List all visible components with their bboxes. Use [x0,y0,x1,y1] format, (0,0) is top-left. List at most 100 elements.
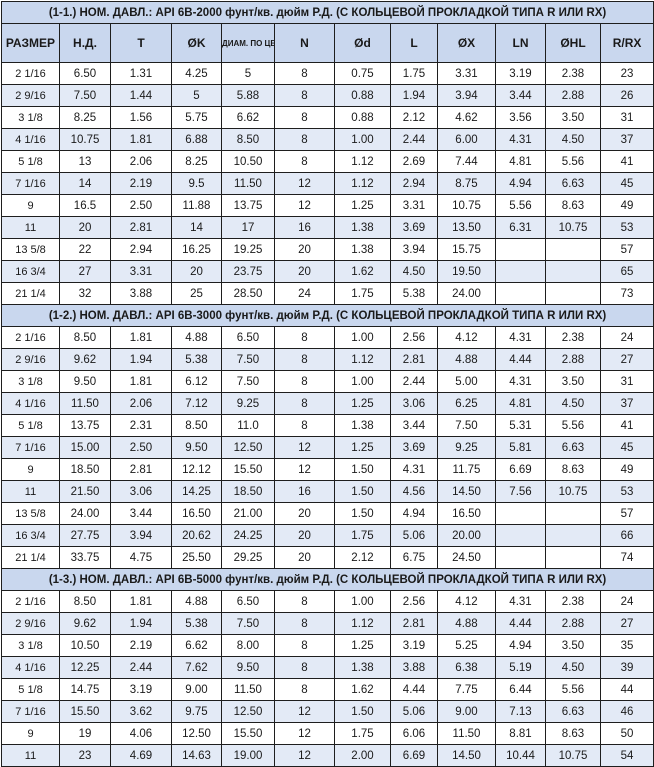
cell-l: 2.81 [390,348,438,371]
cell-ln: 8.81 [495,722,546,745]
cell-od: 1.50 [334,458,391,481]
cell-ohl: 2.88 [545,84,601,107]
cell-l: 4.56 [390,480,438,503]
cell-nominal-diameter: 11.50 [59,392,111,415]
cell-bolt-circle-diameter: 5 [221,62,275,85]
cell-size: 9 [1,458,60,481]
cell-nominal-diameter: 27.75 [59,524,111,547]
cell-bolt-circle-diameter: 12.50 [221,436,275,459]
table-row: 21 1/4 33.75 4.75 25.50 29.25 20 2.12 6.75 24.50… [1,546,654,569]
cell-od: 1.75 [334,282,391,305]
cell-nominal-diameter: 8.50 [59,590,111,613]
cell-n: 12 [274,700,335,723]
column-header-ok-diameter: ØK [171,23,222,63]
cell-bolt-circle-diameter: 7.50 [221,370,275,393]
cell-ox: 11.50 [437,722,496,745]
cell-ring-number: 27 [599,348,654,371]
cell-size: 3 1/8 [1,106,60,129]
cell-t: 2.44 [110,656,172,679]
cell-l: 4.50 [390,260,438,283]
cell-ox: 4.88 [437,612,496,635]
cell-bolt-circle-diameter: 6.62 [221,106,275,129]
cell-size: 2 1/16 [1,326,60,349]
cell-size: 16 3/4 [1,524,60,547]
table-row: 4 1/16 10.75 1.81 6.88 8.50 8 1.00 2.44 6.00 4.31… [1,128,654,151]
cell-l: 5.38 [390,282,438,305]
cell-nominal-diameter: 16.5 [59,194,111,217]
cell-od: 1.75 [334,722,391,745]
cell-t: 1.81 [110,590,172,613]
section-title-row: (1-3.) НОМ. ДАВЛ.: API 6B-5000 фунт/кв. … [0,568,654,591]
cell-nominal-diameter: 6.50 [59,62,111,85]
cell-n: 16 [274,480,335,503]
cell-n: 8 [274,150,335,173]
cell-ok-diameter: 6.12 [171,370,222,393]
table-row: 11 20 2.81 14 17 16 1.38 3.69 13.50 6.31 10.75 53 [1,216,654,239]
cell-nominal-diameter: 7.50 [59,84,111,107]
cell-ring-number: 57 [599,502,654,525]
cell-od: 0.88 [334,106,391,129]
cell-ox: 3.31 [437,62,496,85]
cell-l: 3.44 [390,414,438,437]
cell-ln: 6.69 [495,458,546,481]
cell-ln [495,238,546,261]
cell-bolt-circle-diameter: 6.50 [221,326,275,349]
table-row: 16 3/4 27.75 3.94 20.62 24.25 20 1.75 5.06 20.00… [1,524,654,547]
cell-l: 5.06 [390,524,438,547]
cell-ox: 7.44 [437,150,496,173]
cell-ln: 5.19 [495,656,546,679]
cell-n: 8 [274,128,335,151]
cell-ohl: 5.56 [545,150,601,173]
cell-t: 2.81 [110,216,172,239]
cell-ohl [545,502,601,525]
cell-ok-diameter: 14.63 [171,744,222,767]
cell-l: 2.44 [390,128,438,151]
cell-ohl: 4.50 [545,128,601,151]
cell-ok-diameter: 5.38 [171,348,222,371]
section-title: (1-2.) НОМ. ДАВЛ.: API 6B-3000 фунт/кв. … [0,304,654,327]
cell-ok-diameter: 5.38 [171,612,222,635]
cell-ok-diameter: 9.00 [171,678,222,701]
cell-n: 12 [274,744,335,767]
cell-ok-diameter: 25 [171,282,222,305]
cell-od: 1.12 [334,612,391,635]
cell-ring-number: 37 [599,128,654,151]
cell-size: 4 1/16 [1,656,60,679]
cell-ox: 4.62 [437,106,496,129]
cell-ohl: 3.50 [545,370,601,393]
cell-ohl: 2.38 [545,326,601,349]
cell-ohl: 6.63 [545,172,601,195]
cell-ring-number: 37 [599,392,654,415]
cell-size: 7 1/16 [1,700,60,723]
table-row: 4 1/16 11.50 2.06 7.12 9.25 8 1.25 3.06 6.25 4.81… [1,392,654,415]
cell-ohl [545,238,601,261]
cell-bolt-circle-diameter: 9.25 [221,392,275,415]
cell-ohl: 2.88 [545,612,601,635]
table-row: 5 1/8 13 2.06 8.25 10.50 8 1.12 2.69 7.44 4.81 5.5… [1,150,654,173]
cell-l: 2.94 [390,172,438,195]
cell-od: 0.75 [334,62,391,85]
cell-t: 1.56 [110,106,172,129]
table-row: 5 1/8 13.75 2.31 8.50 11.0 8 1.38 3.44 7.50 5.31 5… [1,414,654,437]
table-row: 7 1/16 15.50 3.62 9.75 12.50 12 1.50 5.06 9.00 7.… [1,700,654,723]
cell-ox: 10.75 [437,194,496,217]
column-header-size: РАЗМЕР [1,23,60,63]
cell-nominal-diameter: 18.50 [59,458,111,481]
cell-ring-number: 41 [599,414,654,437]
cell-ring-number: 66 [599,524,654,547]
cell-n: 8 [274,326,335,349]
cell-ox: 7.50 [437,414,496,437]
section-title-row: (1-2.) НОМ. ДАВЛ.: API 6B-3000 фунт/кв. … [0,304,654,327]
cell-n: 8 [274,392,335,415]
cell-t: 3.44 [110,502,172,525]
cell-t: 2.81 [110,458,172,481]
cell-bolt-circle-diameter: 19.25 [221,238,275,261]
cell-nominal-diameter: 8.25 [59,106,111,129]
cell-ring-number: 41 [599,150,654,173]
cell-ring-number: 24 [599,326,654,349]
cell-ok-diameter: 6.62 [171,634,222,657]
cell-size: 21 1/4 [1,282,60,305]
cell-bolt-circle-diameter: 5.88 [221,84,275,107]
section-title-row: (1-1.) НОМ. ДАВЛ.: API 6B-2000 фунт/кв. … [0,1,654,24]
